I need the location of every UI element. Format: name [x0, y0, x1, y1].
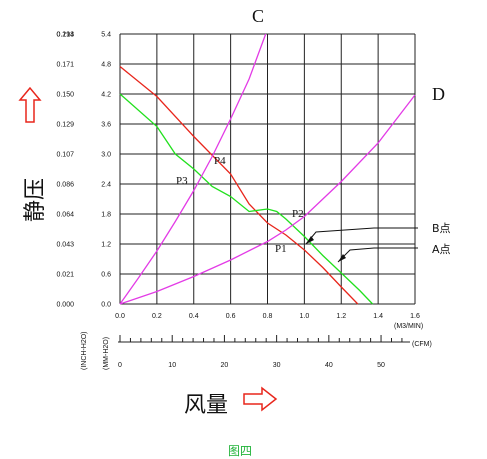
cfm-tick-label: 10	[168, 362, 176, 369]
x-tick-label: 1.4	[373, 313, 383, 320]
y-tick-label-mm: 4.2	[101, 92, 111, 99]
y-tick-label-inch: 0.214	[56, 32, 74, 39]
x-tick-label: 0.6	[226, 313, 236, 320]
x-tick-label: 0.8	[263, 313, 273, 320]
grid-lines	[119, 33, 416, 305]
callout-a-label: A点	[432, 243, 451, 256]
green-curve	[119, 93, 374, 305]
y-unit-inch-label: (INCH-H2O)	[81, 332, 88, 371]
x-title-group: 风量	[184, 386, 278, 418]
red-curve	[119, 65, 359, 305]
y-tick-labels-mm: 0.0 0.6 1.2 1.8 2.4 3.0 3.6 4.2 4.8 5.4	[101, 32, 111, 309]
x-title: 风量	[184, 393, 228, 418]
x-tick-label: 0.0	[115, 313, 125, 320]
y-tick-label-mm: 5.4	[101, 32, 111, 39]
y-tick-label-inch: 0.086	[56, 182, 74, 189]
y-tick-label-mm: 3.6	[101, 122, 111, 129]
cfm-tick-label: 30	[273, 362, 281, 369]
x-unit-label: (M3/MIN)	[394, 323, 423, 330]
y-tick-label-mm: 0.6	[101, 272, 111, 279]
x-tick-labels: 0.0 0.2 0.4 0.6 0.8 1.0 1.2 1.4 1.6	[115, 313, 420, 320]
y-tick-label-inch: 0.129	[56, 122, 74, 129]
cfm-axis: 0 10 20 30 40 50	[118, 335, 410, 369]
cfm-tick-label: 20	[221, 362, 229, 369]
callout-a: A点	[337, 243, 451, 263]
curves	[119, 33, 416, 305]
cfm-minor-ticks	[119, 335, 403, 342]
y-tick-label-inch: 0.171	[56, 62, 74, 69]
cfm-tick-label: 50	[377, 362, 385, 369]
x-tick-label: 1.6	[410, 313, 420, 320]
y-title-group: 静压	[18, 86, 48, 222]
right-arrow-icon	[243, 386, 278, 412]
y-tick-labels-inch: 0.000 0.021 0.043 0.064 0.086 0.107 0.129 0.150…	[56, 32, 74, 309]
y-tick-label-inch: 0.107	[56, 152, 74, 159]
curve-d-label: D	[432, 84, 445, 104]
curve-c-curve	[119, 33, 267, 305]
x-tick-label: 0.4	[189, 313, 199, 320]
figure-caption: 图四	[228, 444, 252, 458]
callout-b: B点	[305, 222, 451, 245]
point-p4-label: P4	[214, 155, 226, 167]
curve-d-curve	[119, 94, 416, 305]
cfm-tick-label: 0	[118, 362, 122, 369]
y-tick-label-inch: 0.021	[56, 272, 74, 279]
y-tick-label-inch: 0.064	[56, 212, 74, 219]
x-tick-label: 1.0	[300, 313, 310, 320]
curve-c-label: C	[252, 6, 264, 26]
point-p3-label: P3	[176, 175, 188, 187]
up-arrow-icon	[18, 86, 42, 123]
y-tick-label-mm: 1.8	[101, 212, 111, 219]
y-tick-label-inch: 0.150	[56, 92, 74, 99]
y-tick-label-inch: 0.193	[56, 32, 74, 39]
y-tick-label-inch: 0.000	[56, 302, 74, 309]
y-tick-label-mm: 3.0	[101, 152, 111, 159]
x-tick-label: 1.2	[336, 313, 346, 320]
y-unit-mm-label: (MM-H2O)	[103, 337, 110, 370]
y-tick-label-mm: 2.4	[101, 182, 111, 189]
point-p1-label: P1	[275, 243, 287, 255]
y-tick-label-mm: 4.8	[101, 62, 111, 69]
x-tick-label: 0.2	[152, 313, 162, 320]
callout-b-label: B点	[432, 222, 451, 235]
y-tick-label-mm: 0.0	[101, 302, 111, 309]
cfm-tick-labels: 0 10 20 30 40 50	[118, 362, 385, 369]
point-p2-label: P2	[292, 208, 304, 220]
y-tick-label-mm: 1.2	[101, 242, 111, 249]
cfm-tick-label: 40	[325, 362, 333, 369]
cfm-unit-label: (CFM)	[412, 341, 432, 348]
y-title: 静压	[23, 178, 48, 222]
y-tick-label-inch: 0.043	[56, 242, 74, 249]
